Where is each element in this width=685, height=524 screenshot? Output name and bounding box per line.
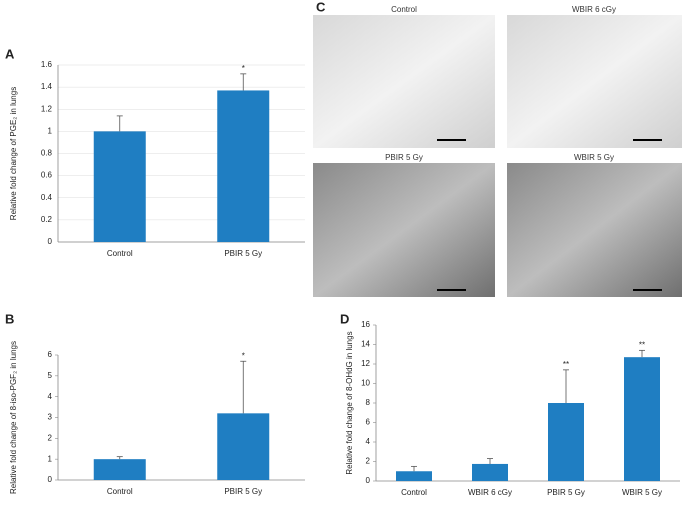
y-axis-title: Relative fold change of 8-iso-PGF₂ in lu…	[9, 341, 18, 494]
bar	[93, 459, 146, 480]
panel-letter: C	[316, 0, 326, 14]
y-tick-label: 1	[48, 126, 53, 135]
panel-letter: A	[5, 46, 15, 61]
bar	[624, 357, 660, 481]
y-tick-label: 16	[361, 320, 370, 329]
y-tick-label: 1.2	[41, 104, 53, 113]
image-label: Control	[391, 5, 417, 14]
micrograph	[313, 163, 495, 297]
x-tick-label: PBIR 5 Gy	[547, 488, 585, 497]
bar	[396, 471, 432, 481]
micrograph	[313, 15, 495, 148]
y-tick-label: 0.8	[41, 149, 53, 158]
image-label: WBIR 5 Gy	[574, 153, 614, 162]
y-tick-label: 6	[366, 418, 371, 427]
significance: **	[563, 360, 569, 369]
y-tick-label: 5	[48, 371, 53, 380]
y-tick-label: 0	[366, 476, 371, 485]
y-axis-title: Relative fold change of 8-OHdG in lungs	[345, 331, 354, 474]
y-tick-label: 14	[361, 340, 370, 349]
x-tick-label: PBIR 5 Gy	[224, 249, 262, 258]
x-tick-label: WBIR 5 Gy	[622, 488, 662, 497]
y-tick-label: 0	[48, 237, 53, 246]
x-tick-label: WBIR 6 cGy	[468, 488, 512, 497]
bar	[93, 131, 146, 242]
y-tick-label: 1.6	[41, 60, 53, 69]
significance: *	[242, 64, 245, 73]
y-tick-label: 0	[48, 475, 53, 484]
bar	[217, 413, 270, 480]
y-tick-label: 6	[48, 350, 53, 359]
y-tick-label: 3	[48, 413, 53, 422]
bar	[217, 90, 270, 242]
x-tick-label: Control	[107, 249, 133, 258]
panel-c: C Control WBIR 6 cGy PBIR 5 Gy WBIR 5 Gy	[313, 0, 682, 297]
y-tick-label: 1.4	[41, 82, 53, 91]
y-tick-label: 0.2	[41, 215, 53, 224]
y-tick-label: 4	[366, 437, 371, 446]
micrograph	[507, 163, 682, 297]
significance: *	[242, 351, 245, 360]
bar	[548, 403, 584, 481]
y-tick-label: 2	[366, 457, 371, 466]
y-tick-label: 12	[361, 359, 370, 368]
y-tick-label: 0.6	[41, 171, 53, 180]
x-tick-label: Control	[107, 487, 133, 496]
bar	[472, 463, 508, 481]
y-tick-label: 8	[366, 398, 371, 407]
image-label: WBIR 6 cGy	[572, 5, 616, 14]
y-tick-label: 10	[361, 379, 370, 388]
panel-letter: D	[340, 311, 349, 326]
x-tick-label: Control	[401, 488, 427, 497]
significance: **	[639, 340, 645, 349]
image-label: PBIR 5 Gy	[385, 153, 423, 162]
y-tick-label: 0.4	[41, 193, 53, 202]
y-tick-label: 2	[48, 433, 53, 442]
y-tick-label: 1	[48, 454, 53, 463]
micrograph	[507, 15, 682, 148]
panel-letter: B	[5, 311, 14, 326]
y-axis-title: Relative fold change of PGE₂ in lungs	[9, 87, 18, 220]
x-tick-label: PBIR 5 Gy	[224, 487, 262, 496]
y-tick-label: 4	[48, 392, 53, 401]
